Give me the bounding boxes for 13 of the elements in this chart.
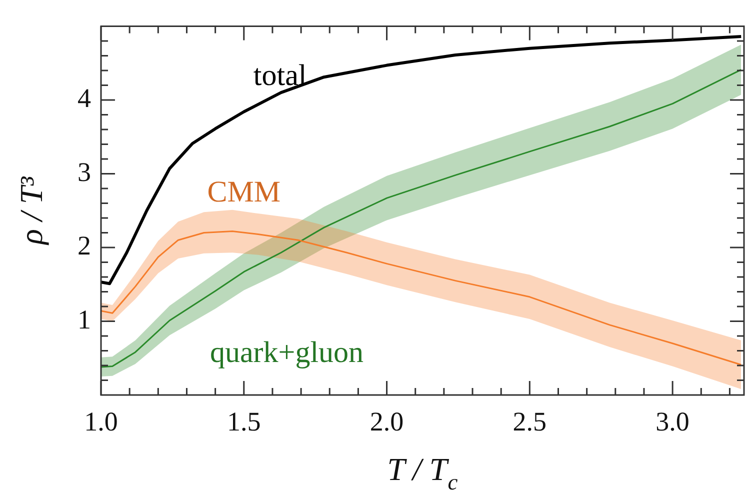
y-tick-label: 3	[78, 156, 91, 187]
y-tick-label: 4	[78, 83, 92, 114]
x-tick-label: 1.5	[227, 406, 261, 436]
series-label: total	[253, 59, 307, 92]
x-tick-label: 2.5	[512, 406, 547, 436]
y-axis-title: ρ / T³	[13, 176, 49, 246]
x-tick-label: 2.0	[370, 406, 404, 436]
y-tick-label: 2	[78, 230, 91, 261]
series-label: quark+gluon	[210, 336, 364, 369]
x-tick-label: 1.0	[84, 406, 118, 436]
series-label: CMM	[207, 176, 281, 209]
y-tick-label: 1	[78, 304, 91, 334]
x-tick-label: 3.0	[656, 406, 690, 436]
